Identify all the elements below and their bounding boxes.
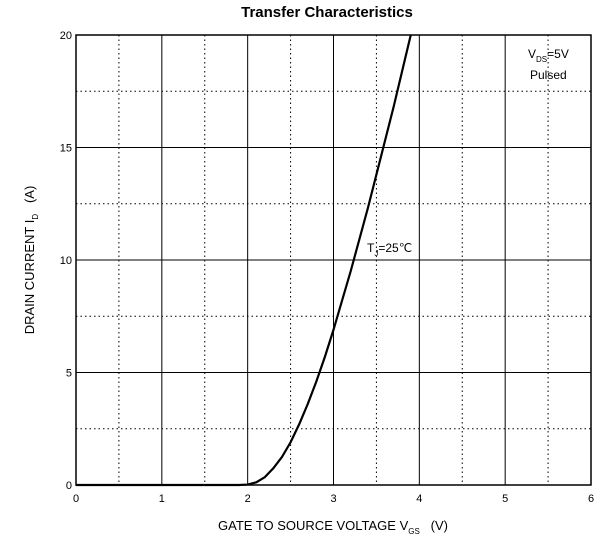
chart-title: Transfer Characteristics bbox=[241, 4, 413, 21]
vds-condition-label: VDS=5V bbox=[528, 47, 569, 64]
y-tick-label: 10 bbox=[60, 255, 72, 267]
x-tick-label: 2 bbox=[245, 493, 251, 505]
x-axis-label: GATE TO SOURCE VOLTAGE VGS (V) bbox=[218, 518, 448, 536]
temperature-label: TJ=25℃ bbox=[367, 241, 412, 258]
y-tick-labels: 0 5 10 15 20 bbox=[60, 30, 72, 492]
major-gridlines bbox=[76, 35, 591, 485]
x-tick-label: 0 bbox=[73, 493, 79, 505]
x-tick-label: 5 bbox=[502, 493, 508, 505]
y-tick-label: 5 bbox=[66, 368, 72, 380]
x-tick-labels: 0 1 2 3 4 5 6 bbox=[73, 493, 594, 505]
y-tick-label: 20 bbox=[60, 30, 72, 42]
x-tick-label: 6 bbox=[588, 493, 594, 505]
y-axis-label: DRAIN CURRENT ID (A) bbox=[22, 186, 40, 335]
x-tick-label: 1 bbox=[159, 493, 165, 505]
y-tick-label: 15 bbox=[60, 143, 72, 155]
x-tick-label: 3 bbox=[330, 493, 336, 505]
pulsed-condition-label: Pulsed bbox=[530, 68, 567, 82]
drain-current-curve bbox=[76, 34, 412, 487]
plot-frame bbox=[75, 34, 592, 486]
y-tick-label: 0 bbox=[66, 480, 72, 492]
x-tick-label: 4 bbox=[416, 493, 422, 505]
